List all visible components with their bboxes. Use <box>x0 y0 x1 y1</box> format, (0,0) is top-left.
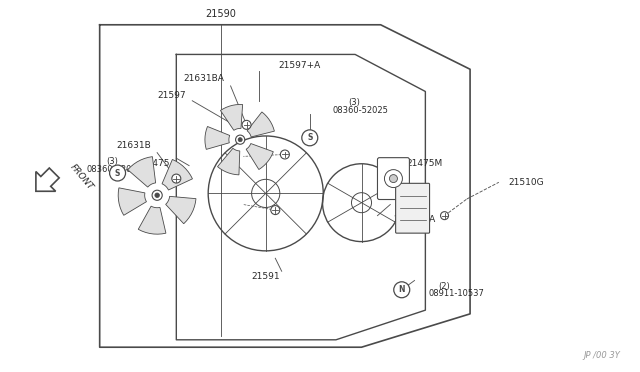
Circle shape <box>385 170 403 187</box>
Text: 21631B: 21631B <box>116 141 151 150</box>
Polygon shape <box>36 168 59 191</box>
Circle shape <box>394 282 410 298</box>
Text: 21591+A: 21591+A <box>394 215 436 224</box>
Circle shape <box>152 190 162 201</box>
Polygon shape <box>118 188 147 215</box>
Circle shape <box>172 174 181 183</box>
Text: S: S <box>307 133 312 142</box>
Circle shape <box>440 212 449 219</box>
Text: 21475: 21475 <box>141 159 170 168</box>
Text: (3): (3) <box>106 157 118 166</box>
Circle shape <box>280 150 289 159</box>
Polygon shape <box>247 112 275 137</box>
Circle shape <box>242 121 251 129</box>
Circle shape <box>302 130 318 146</box>
Text: FRONT: FRONT <box>68 162 95 192</box>
Text: (2): (2) <box>438 282 450 291</box>
Polygon shape <box>138 206 166 234</box>
Circle shape <box>390 174 397 183</box>
Circle shape <box>271 206 280 215</box>
Polygon shape <box>205 126 230 150</box>
Polygon shape <box>220 105 243 130</box>
Text: 21590: 21590 <box>205 9 236 19</box>
Text: 21597+A: 21597+A <box>278 61 321 70</box>
Text: N: N <box>399 285 405 294</box>
Polygon shape <box>162 160 193 190</box>
Circle shape <box>236 135 244 144</box>
Text: 21591: 21591 <box>252 272 280 281</box>
Text: 08360-52025: 08360-52025 <box>333 106 388 115</box>
Circle shape <box>238 138 242 142</box>
Text: JP /00 3Y: JP /00 3Y <box>583 351 620 360</box>
Polygon shape <box>166 196 196 224</box>
Text: 21510G: 21510G <box>508 178 544 187</box>
Polygon shape <box>218 148 240 175</box>
Text: 21597: 21597 <box>157 91 186 100</box>
FancyBboxPatch shape <box>378 158 410 199</box>
FancyBboxPatch shape <box>396 183 429 233</box>
Circle shape <box>155 193 159 198</box>
Text: 08360-52025: 08360-52025 <box>87 165 143 174</box>
Circle shape <box>109 165 125 181</box>
Text: 21631BA: 21631BA <box>183 74 224 83</box>
Text: 08911-10537: 08911-10537 <box>429 289 484 298</box>
Polygon shape <box>246 144 273 170</box>
Text: (3): (3) <box>349 98 360 107</box>
Text: 21475M: 21475M <box>406 159 442 168</box>
Polygon shape <box>128 157 156 187</box>
Text: S: S <box>115 169 120 177</box>
